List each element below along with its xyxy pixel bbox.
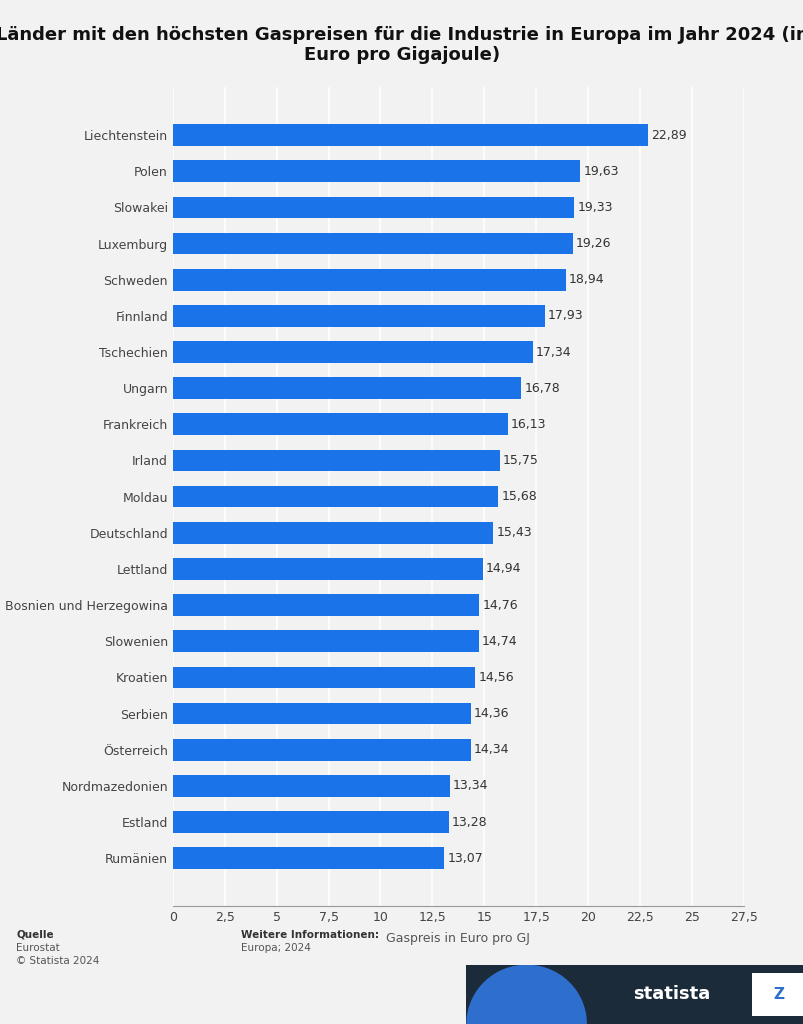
Bar xyxy=(173,305,544,327)
FancyBboxPatch shape xyxy=(466,965,803,1024)
Bar xyxy=(173,269,565,291)
Text: Euro pro Gigajoule): Euro pro Gigajoule) xyxy=(304,46,499,65)
Bar xyxy=(173,775,449,797)
Text: 14,56: 14,56 xyxy=(478,671,513,684)
Bar xyxy=(173,631,479,652)
Text: 13,07: 13,07 xyxy=(446,852,483,864)
Text: 15,68: 15,68 xyxy=(501,490,536,503)
Text: Eurostat: Eurostat xyxy=(16,943,59,953)
Bar xyxy=(173,522,492,544)
Text: 19,33: 19,33 xyxy=(577,201,612,214)
Bar xyxy=(173,558,483,580)
Bar xyxy=(173,450,499,471)
Text: 14,34: 14,34 xyxy=(473,743,508,756)
Text: 16,78: 16,78 xyxy=(524,382,560,394)
Text: 17,34: 17,34 xyxy=(536,345,571,358)
Bar xyxy=(173,232,572,254)
Bar xyxy=(173,667,475,688)
Bar xyxy=(173,414,507,435)
X-axis label: Gaspreis in Euro pro GJ: Gaspreis in Euro pro GJ xyxy=(386,933,529,945)
Bar xyxy=(173,197,573,218)
Text: 14,76: 14,76 xyxy=(482,599,517,611)
Bar xyxy=(173,124,647,146)
Text: Z: Z xyxy=(772,987,784,1001)
Bar xyxy=(173,341,532,362)
Text: Quelle: Quelle xyxy=(16,930,54,940)
Text: © Statista 2024: © Statista 2024 xyxy=(16,956,100,967)
Text: 16,13: 16,13 xyxy=(510,418,545,431)
Text: 17,93: 17,93 xyxy=(548,309,583,323)
FancyBboxPatch shape xyxy=(751,973,803,1016)
Bar xyxy=(173,739,470,761)
Polygon shape xyxy=(466,965,586,1024)
Text: 19,63: 19,63 xyxy=(583,165,618,178)
Text: 14,94: 14,94 xyxy=(486,562,521,575)
Text: 15,75: 15,75 xyxy=(503,454,538,467)
Bar xyxy=(173,847,443,869)
Text: 18,94: 18,94 xyxy=(569,273,604,287)
Text: 22,89: 22,89 xyxy=(650,129,686,141)
Text: 13,34: 13,34 xyxy=(452,779,487,793)
Text: statista: statista xyxy=(632,985,709,1004)
Bar xyxy=(173,702,471,724)
Text: 14,74: 14,74 xyxy=(481,635,517,648)
Bar xyxy=(173,594,479,616)
Text: Weitere Informationen:: Weitere Informationen: xyxy=(241,930,379,940)
Bar xyxy=(173,811,448,833)
Text: 14,36: 14,36 xyxy=(474,707,509,720)
Text: Europa; 2024: Europa; 2024 xyxy=(241,943,311,953)
Bar xyxy=(173,485,498,508)
Text: 15,43: 15,43 xyxy=(495,526,532,540)
Bar xyxy=(173,377,520,399)
Bar xyxy=(173,161,580,182)
Text: 13,28: 13,28 xyxy=(451,815,487,828)
Text: 19,26: 19,26 xyxy=(575,238,610,250)
Text: Länder mit den höchsten Gaspreisen für die Industrie in Europa im Jahr 2024 (in: Länder mit den höchsten Gaspreisen für d… xyxy=(0,26,803,44)
